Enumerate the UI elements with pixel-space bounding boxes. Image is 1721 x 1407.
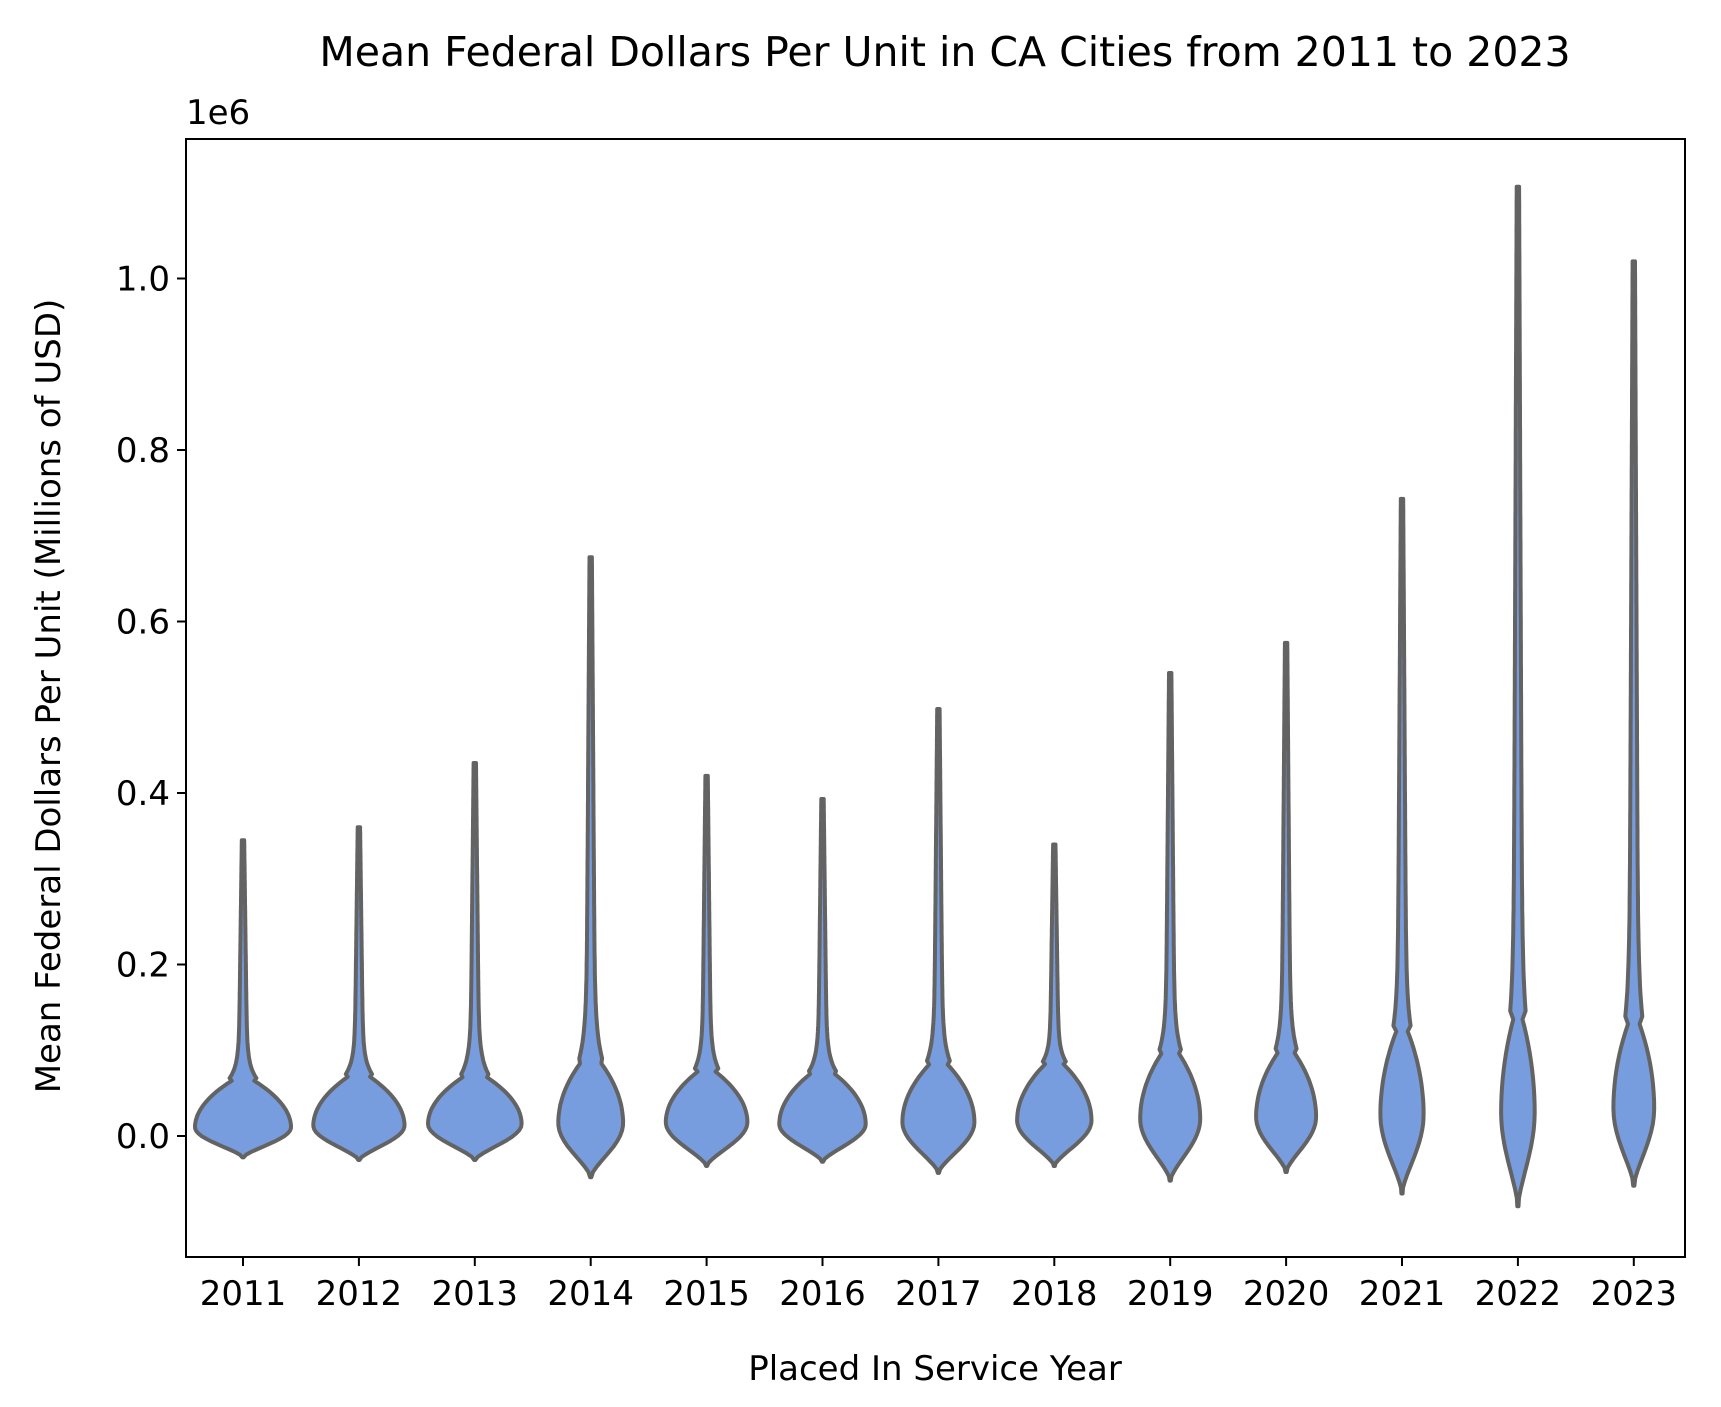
- y-tick-label: 0.0: [116, 1117, 170, 1157]
- x-tick-label: 2013: [432, 1274, 519, 1314]
- violin-2014: [556, 555, 626, 1180]
- y-tick-label: 0.2: [116, 946, 170, 986]
- violin-2019: [1138, 671, 1203, 1183]
- violin-2015: [663, 773, 750, 1168]
- x-tick-label: 2011: [200, 1274, 287, 1314]
- y-axis-ticks: 0.0 0.2 0.4 0.6 0.8 1.0: [116, 260, 186, 1157]
- violin-2018: [1015, 842, 1094, 1168]
- x-tick-label: 2020: [1243, 1274, 1330, 1314]
- violin-2016: [777, 797, 868, 1164]
- violin-2013: [426, 761, 524, 1162]
- violin-2020: [1254, 640, 1319, 1174]
- y-axis-offset-label: 1e6: [186, 93, 250, 133]
- violins-group: [193, 184, 1657, 1209]
- x-tick-label: 2014: [547, 1274, 634, 1314]
- y-tick-label: 0.6: [116, 603, 170, 643]
- violin-2021: [1378, 496, 1426, 1196]
- violin-2012: [311, 825, 407, 1162]
- x-axis-ticks: 2011 2012 2013 2014 2015 2016 2017 2018 2019 2020…: [200, 1257, 1677, 1314]
- y-tick-label: 0.8: [116, 431, 170, 471]
- x-tick-label: 2012: [316, 1274, 403, 1314]
- x-tick-label: 2015: [663, 1274, 750, 1314]
- x-tick-label: 2023: [1591, 1274, 1678, 1314]
- y-tick-label: 1.0: [116, 260, 170, 300]
- x-tick-label: 2016: [779, 1274, 866, 1314]
- violin-2011: [193, 838, 293, 1160]
- violin-2022: [1499, 184, 1537, 1209]
- chart-title: Mean Federal Dollars Per Unit in CA Citi…: [319, 28, 1570, 76]
- plot-frame: [185, 138, 1686, 1258]
- y-axis-label: Mean Federal Dollars Per Unit (Millions …: [29, 299, 69, 1094]
- violin-2017: [900, 707, 977, 1175]
- x-tick-label: 2022: [1475, 1274, 1562, 1314]
- x-tick-label: 2018: [1011, 1274, 1098, 1314]
- x-tick-label: 2019: [1127, 1274, 1214, 1314]
- x-tick-label: 2017: [895, 1274, 982, 1314]
- y-tick-label: 0.4: [116, 774, 170, 814]
- violin-2023: [1611, 259, 1657, 1188]
- x-axis-label: Placed In Service Year: [748, 1349, 1122, 1389]
- x-tick-label: 2021: [1359, 1274, 1446, 1314]
